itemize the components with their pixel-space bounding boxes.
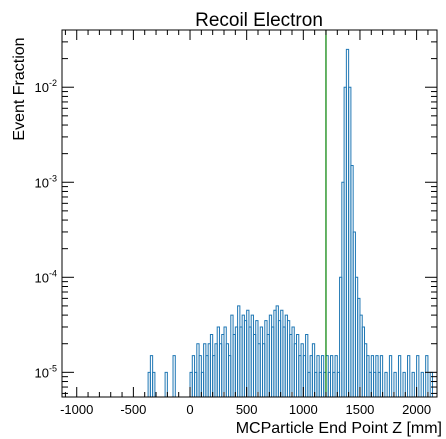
histogram-bin [164,371,168,397]
histogram-bin [397,355,402,397]
y-tick-label: 10-5 [35,363,57,380]
y-ticks: 10-5 10-4 10-3 10-2 [35,29,437,394]
y-tick-label: 10-3 [35,173,57,190]
x-tick-label: -1000 [60,402,93,417]
x-axis-label: MCParticle End Point Z [mm] [236,420,442,437]
histogram-bin [388,355,393,397]
histogram-bin [311,343,316,397]
y-tick-label: 10-4 [35,268,57,285]
x-ticks: -1000 -500 0 500 1000 1500 2000 [60,30,431,417]
histogram-bin [305,334,309,397]
x-tick-label: 1500 [345,402,374,417]
x-tick-label: 0 [186,402,193,417]
histogram-bin [379,355,384,397]
histogram-bin [393,371,397,397]
histogram-bin [425,355,429,397]
histogram-bin [152,371,156,397]
x-tick-label: -500 [120,402,146,417]
y-axis-label: Event Fraction [11,37,28,140]
histogram [147,48,433,397]
histogram-bin [384,371,388,397]
x-tick-label: 500 [236,402,258,417]
y-tick-label: 10-2 [35,78,57,95]
x-tick-label: 2000 [402,402,431,417]
x-tick-label: 1000 [289,402,318,417]
histogram-bin [411,371,415,397]
histogram-bin [416,355,420,397]
histogram-bin [420,371,424,397]
histogram-bin [407,355,411,397]
chart-title: Recoil Electron [195,10,323,31]
histogram-bin [402,371,406,397]
histogram-bin [172,355,176,397]
plot-frame [61,29,438,398]
